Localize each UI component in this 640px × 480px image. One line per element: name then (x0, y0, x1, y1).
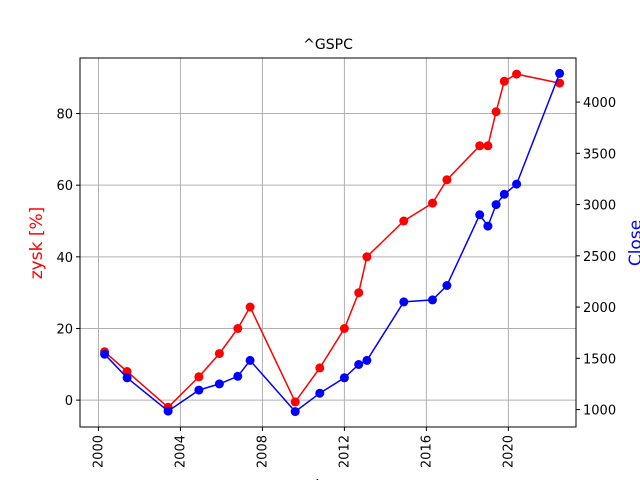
plot-frame (79, 57, 577, 428)
y-right-tick-label: 4000 (583, 96, 616, 111)
data-point-left (315, 363, 325, 373)
y-left-tick-label: 80 (56, 108, 73, 123)
data-point-left (442, 175, 452, 185)
data-point-left (475, 141, 485, 151)
data-point-left (491, 107, 501, 117)
y-right-tick-label: 1000 (583, 404, 616, 419)
data-point-right (491, 200, 501, 210)
data-point-left (362, 252, 372, 262)
data-point-right (399, 297, 409, 307)
data-point-right (512, 179, 522, 189)
y-axis-label-right: Close (626, 220, 640, 266)
chart-title: ^GSPC (303, 37, 353, 53)
y-left-tick-label: 0 (65, 394, 73, 409)
data-point-right (483, 221, 493, 231)
series-layer (100, 68, 565, 417)
axis-ticks: 2000 2004 2008 2012 2016 2020 0 20 40 60 80 1000 150… (56, 96, 616, 468)
data-point-left (399, 216, 409, 226)
data-point-right (499, 189, 509, 199)
x-tick-label: 2016 (419, 435, 434, 468)
y-right-tick-label: 3500 (583, 147, 616, 162)
data-point-left (122, 367, 132, 376)
data-point-right (233, 371, 243, 381)
data-point-right (555, 68, 565, 78)
y-left-tick-label: 60 (56, 179, 73, 194)
data-point-right (428, 295, 437, 305)
data-point-right (245, 355, 255, 365)
y-right-tick-label: 2500 (583, 250, 616, 265)
data-point-left (512, 69, 522, 79)
x-tick-label: 2020 (501, 435, 516, 468)
data-point-right (475, 210, 485, 220)
data-point-left (245, 302, 255, 312)
data-point-right (100, 349, 110, 359)
y-axis-label-left: zysk [%] (27, 207, 47, 280)
y-right-tick-label: 1500 (583, 352, 616, 367)
data-point-right (122, 373, 132, 383)
grid (80, 58, 576, 427)
data-point-left (194, 372, 204, 382)
data-point-right (290, 407, 300, 417)
y-left-tick-label: 20 (56, 322, 73, 337)
x-tick-label: 2004 (173, 435, 188, 468)
data-point-right (163, 406, 173, 416)
x-tick-label: 2000 (91, 435, 106, 468)
data-point-right (362, 355, 372, 365)
data-point-left (214, 349, 224, 359)
data-point-right (194, 385, 204, 395)
x-axis-label: data (309, 477, 347, 480)
data-point-left (483, 141, 493, 151)
y-left-tick-label: 40 (56, 251, 73, 266)
data-point-left (233, 324, 243, 333)
x-tick-label: 2008 (255, 435, 270, 468)
data-point-left (428, 198, 437, 208)
x-tick-label: 2012 (337, 435, 352, 468)
data-point-left (499, 76, 509, 86)
data-point-right (214, 379, 224, 389)
data-point-left (339, 324, 349, 333)
data-point-right (339, 373, 349, 383)
y-right-tick-label: 3000 (583, 199, 616, 214)
data-point-right (442, 281, 452, 290)
data-point-left (290, 397, 300, 407)
data-point-right (354, 360, 364, 369)
y-right-tick-label: 2000 (583, 301, 616, 316)
data-point-left (354, 288, 364, 298)
data-point-right (315, 388, 325, 398)
